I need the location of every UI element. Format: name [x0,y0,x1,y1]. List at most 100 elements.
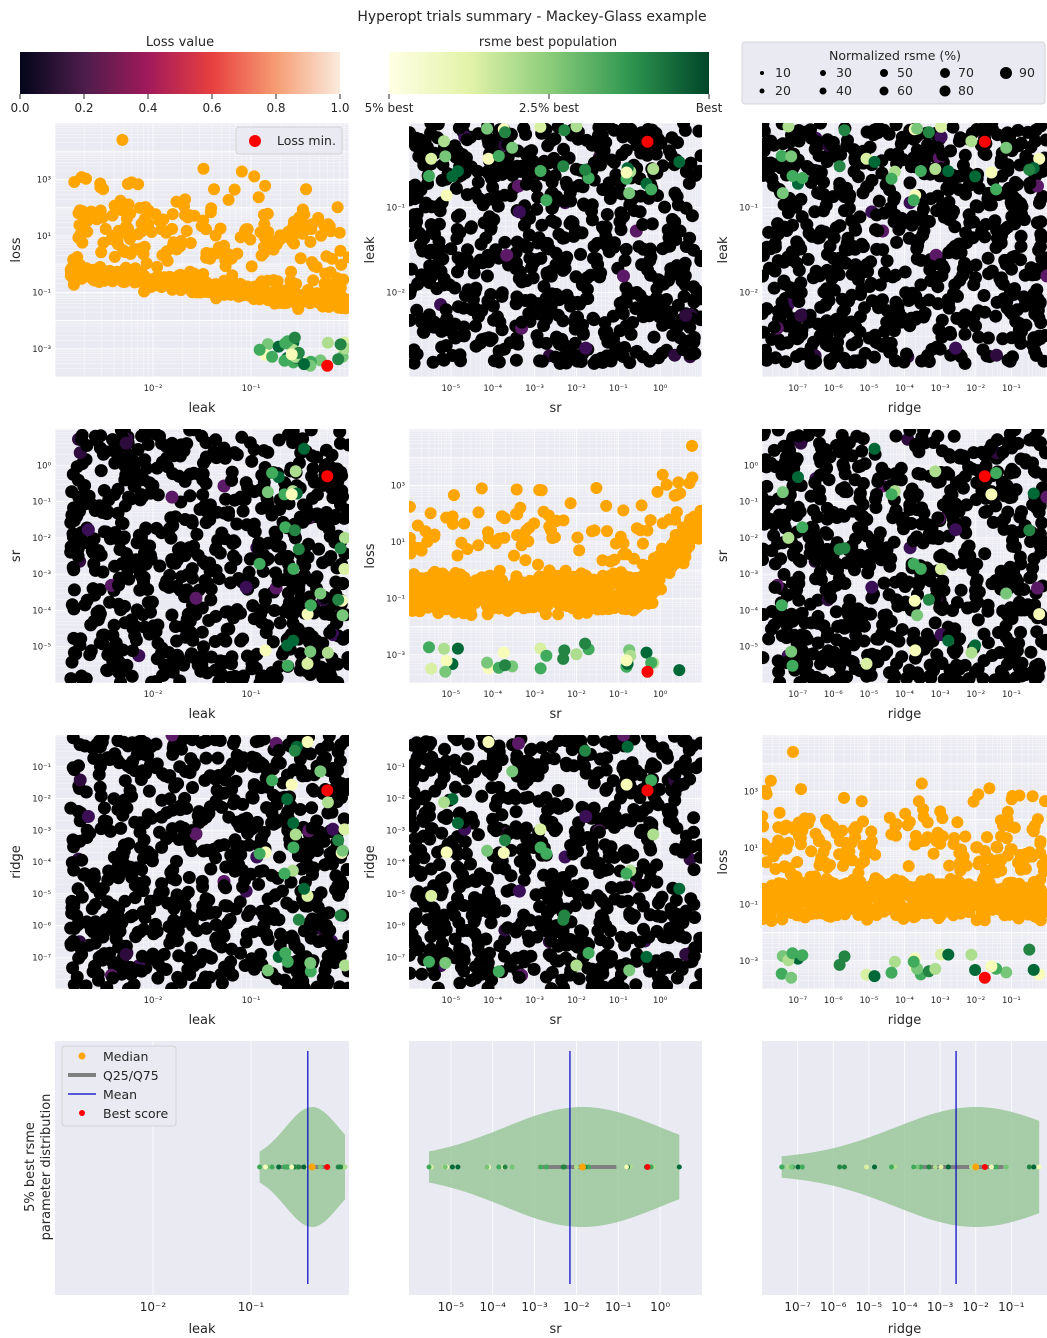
trial-marker [635,499,648,512]
trial-marker [979,148,993,161]
trial-marker [231,247,244,260]
trial-marker [943,325,957,339]
trial-marker [685,209,699,223]
trial-marker [180,224,193,237]
x-axis-label: sr [549,707,562,722]
trial-marker [493,564,506,577]
trial-marker [660,239,674,253]
best-population-marker [332,353,345,366]
size-legend-marker [759,88,765,94]
trial-marker [272,433,286,447]
trial-marker [867,350,881,364]
trial-marker [531,590,544,602]
trial-marker [271,574,285,588]
trial-marker [258,289,271,302]
trial-marker [823,353,837,367]
trial-marker [777,568,791,581]
trial-marker [510,483,523,496]
trial-marker [915,209,929,223]
trial-marker [488,584,501,597]
trial-marker [209,287,222,300]
trial-marker [291,622,305,636]
trial-marker [273,616,287,630]
trial-marker [762,144,771,158]
trial-marker [200,251,213,264]
trial-marker [80,439,94,452]
trial-marker [84,618,98,632]
trial-marker [829,605,843,619]
trial-marker [145,482,159,496]
trial-marker [302,537,315,551]
trial-marker [1014,197,1028,211]
trial-marker [846,239,860,253]
rsme-colorbar: rsme best population 5% best 2.5% best Bes… [365,35,723,115]
y-tick-label: 10³ [37,175,51,185]
trial-marker [560,178,574,192]
loss-colorbar-tick-label: 0.0 [10,101,29,115]
trial-marker [157,213,170,226]
best-population-marker [499,126,511,139]
trial-marker [801,252,815,266]
trial-marker [792,331,806,344]
trial-marker [299,571,313,585]
trial-marker [1005,262,1018,276]
trial-marker [762,497,774,511]
trial-marker [200,223,212,236]
trial-marker [571,531,584,544]
trial-marker [94,181,107,194]
x-tick-label: 10⁻³ [525,690,544,700]
trial-marker [440,511,453,524]
trial-marker [410,207,424,221]
trial-marker [648,552,660,565]
trial-marker [183,429,197,437]
trial-marker [167,449,181,463]
trial-marker [1029,348,1043,362]
trial-marker [879,608,893,622]
y-tick-label: 10¹ [391,538,405,548]
trial-marker [132,228,145,241]
trial-marker [439,339,453,353]
trial-marker [274,552,287,566]
trial-marker [1004,189,1017,203]
trial-marker [319,267,332,280]
trial-marker [307,274,320,287]
trial-marker [625,592,637,604]
trial-marker [258,588,272,602]
trial-marker [942,213,956,226]
size-legend-label: 10 [775,65,791,80]
trial-marker [931,189,945,203]
trial-marker [286,436,300,449]
trial-marker [267,274,280,287]
trial-marker [424,243,438,257]
scatter-panel-leak-vs-ridge: 10⁻⁷ 10⁻⁶ 10⁻⁵ 10⁻⁴ 10⁻³ 10⁻² 10⁻¹ 10⁻² 10⁻¹ ridg… [716,122,1047,416]
trial-marker [1023,176,1037,190]
trial-marker [520,524,533,537]
trial-marker [872,194,886,208]
trial-marker [125,669,139,683]
trial-marker [1008,540,1022,554]
trial-marker [523,211,536,225]
trial-marker [471,175,485,189]
trial-marker [487,354,501,368]
trial-marker [209,543,223,557]
trial-marker [649,126,663,140]
trial-marker [182,541,196,555]
x-axis-label: leak [188,401,216,416]
trial-marker [171,281,184,294]
trial-marker [306,630,319,644]
x-tick-label: 10⁻³ [525,384,544,394]
trial-marker [969,199,983,213]
trial-marker [923,263,937,277]
trial-marker [971,304,985,318]
trial-marker [455,329,469,342]
size-legend-label: 30 [836,65,852,80]
x-axis-label: leak [188,707,216,722]
trial-marker [535,218,549,232]
trial-marker [306,491,319,505]
trial-marker [270,539,284,553]
trial-marker [658,200,672,214]
trial-marker [1014,239,1028,253]
trial-marker [100,663,114,677]
trial-marker [461,543,474,555]
trial-marker [431,123,445,131]
